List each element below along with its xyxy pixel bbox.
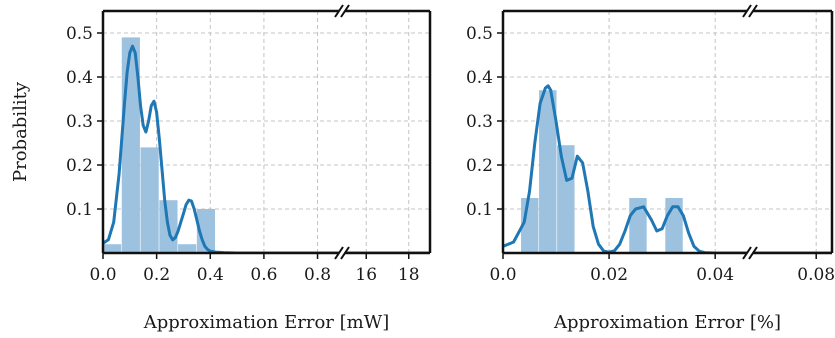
y-tick-label-0: 0.1	[466, 200, 493, 220]
histogram-bar-3	[557, 145, 575, 253]
x-tick-label-0: 0.0	[489, 265, 516, 285]
kde-curve	[503, 84, 747, 253]
histogram-bar-2	[140, 147, 159, 253]
axes-frame	[501, 4, 834, 260]
x-tick-label-5: 16	[355, 265, 377, 285]
x-axis-label: Approximation Error [mW]	[143, 312, 389, 333]
axis-break-mark-1-0	[334, 246, 344, 260]
chart-panel-1: 0.1 0.2 0.3 0.4 0.5 0.0 0.2 0.4 0.6 0.8 16 18 Approx…	[10, 4, 432, 333]
y-tick-label-4: 0.5	[66, 24, 93, 44]
axes-frame	[101, 4, 432, 260]
x-tick-label-2: 0.4	[197, 265, 224, 285]
axis-break-mark-1-1	[748, 246, 758, 260]
y-tick-label-1: 0.2	[466, 156, 493, 176]
x-tick-label-0: 0.0	[89, 265, 116, 285]
chart-panel-2: 0.1 0.2 0.3 0.4 0.5 0.0 0.02 0.04 0.08 Approximat…	[466, 4, 835, 333]
y-tick-label-2: 0.3	[466, 112, 493, 132]
x-tick-label-6: 18	[398, 265, 420, 285]
y-tick-label-3: 0.4	[466, 68, 493, 88]
histogram-bar-2	[539, 90, 557, 253]
axis-break-mark-1-0	[742, 246, 752, 260]
kde-curve	[103, 44, 339, 253]
axis-break-mark-0-0	[334, 4, 344, 18]
y-tick-label-4: 0.5	[466, 24, 493, 44]
histogram-bars	[103, 37, 216, 253]
x-tick-label-4: 0.8	[304, 265, 331, 285]
x-axis-label: Approximation Error [%]	[553, 312, 781, 333]
axis-break-mark-0-1	[748, 4, 758, 18]
y-tick-label-1: 0.2	[66, 156, 93, 176]
x-tick-label-1: 0.2	[143, 265, 170, 285]
y-tick-label-2: 0.3	[66, 112, 93, 132]
axis-break-mark-0-0	[742, 4, 752, 18]
histogram-bars	[521, 90, 683, 253]
x-tick-label-3: 0.08	[797, 265, 835, 285]
axis-break-mark-1-1	[340, 246, 350, 260]
axis-break-mark-0-1	[340, 4, 350, 18]
histogram-bar-4	[178, 244, 197, 253]
x-tick-label-3: 0.6	[250, 265, 277, 285]
x-tick-label-1: 0.02	[590, 265, 628, 285]
histogram-bar-0	[103, 244, 122, 253]
y-tick-label-0: 0.1	[66, 200, 93, 220]
histogram-bar-5	[196, 209, 216, 253]
y-tick-label-3: 0.4	[66, 68, 93, 88]
x-tick-label-2: 0.04	[696, 265, 734, 285]
y-axis-label: Probability	[10, 81, 31, 182]
